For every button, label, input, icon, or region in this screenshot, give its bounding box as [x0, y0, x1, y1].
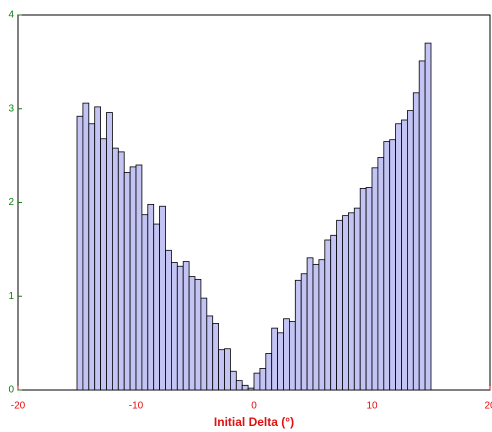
bar — [365, 187, 373, 391]
bar — [123, 172, 131, 391]
bar — [76, 115, 84, 391]
bar — [312, 263, 320, 391]
bar — [235, 380, 243, 391]
bar — [253, 372, 261, 391]
y-tick-label: 0 — [8, 385, 14, 396]
bar — [418, 60, 426, 391]
bar — [395, 123, 402, 391]
bar — [265, 353, 273, 391]
bar — [182, 261, 190, 391]
bar — [147, 203, 155, 391]
bar — [194, 278, 202, 391]
bar — [383, 141, 391, 391]
bar — [88, 123, 96, 391]
bar — [106, 112, 113, 391]
bar — [353, 207, 361, 391]
bar — [135, 164, 143, 391]
bar — [206, 315, 214, 391]
bar — [306, 257, 314, 391]
bar — [153, 223, 160, 391]
y-tick-label: 1 — [8, 291, 14, 302]
bar — [377, 157, 385, 391]
bar — [229, 370, 237, 391]
bar — [271, 327, 279, 391]
bar — [342, 215, 349, 391]
bar — [176, 265, 184, 391]
bar — [247, 387, 255, 391]
bar — [112, 147, 119, 391]
bar — [170, 262, 178, 391]
bar — [318, 259, 326, 391]
bar — [117, 151, 125, 391]
bar — [100, 138, 107, 391]
bar — [259, 368, 267, 391]
y-tick-label: 4 — [8, 10, 14, 21]
bar — [359, 188, 367, 391]
bar — [94, 106, 101, 391]
bar — [165, 249, 172, 391]
bar — [412, 92, 420, 391]
bar — [389, 139, 397, 391]
x-tick-label: 0 — [251, 401, 257, 412]
bar — [241, 384, 249, 391]
x-axis-label: Initial Delta (°) — [214, 415, 294, 429]
bar — [401, 119, 408, 391]
x-tick-label: -10 — [129, 401, 144, 412]
bar — [406, 110, 414, 391]
bar — [424, 42, 432, 391]
bar — [300, 273, 308, 391]
bar — [188, 276, 196, 391]
bar — [141, 214, 149, 391]
bar — [283, 318, 290, 391]
bar — [288, 321, 296, 391]
bar — [294, 279, 302, 391]
bar — [371, 167, 379, 391]
x-tick-label: 20 — [484, 401, 492, 412]
bar — [82, 102, 90, 391]
x-tick-label: -20 — [11, 401, 26, 412]
bar — [200, 297, 208, 391]
bar — [218, 349, 225, 391]
bar — [324, 239, 332, 391]
bar — [330, 234, 338, 391]
x-tick-label: 10 — [366, 401, 378, 412]
y-tick-label: 3 — [8, 103, 14, 114]
y-tick-label: 2 — [8, 197, 14, 208]
bar — [212, 323, 219, 391]
bar — [129, 166, 137, 391]
bar — [159, 205, 166, 391]
bar — [347, 212, 355, 391]
bar — [224, 348, 231, 391]
bar — [277, 332, 284, 391]
bar — [336, 219, 343, 391]
